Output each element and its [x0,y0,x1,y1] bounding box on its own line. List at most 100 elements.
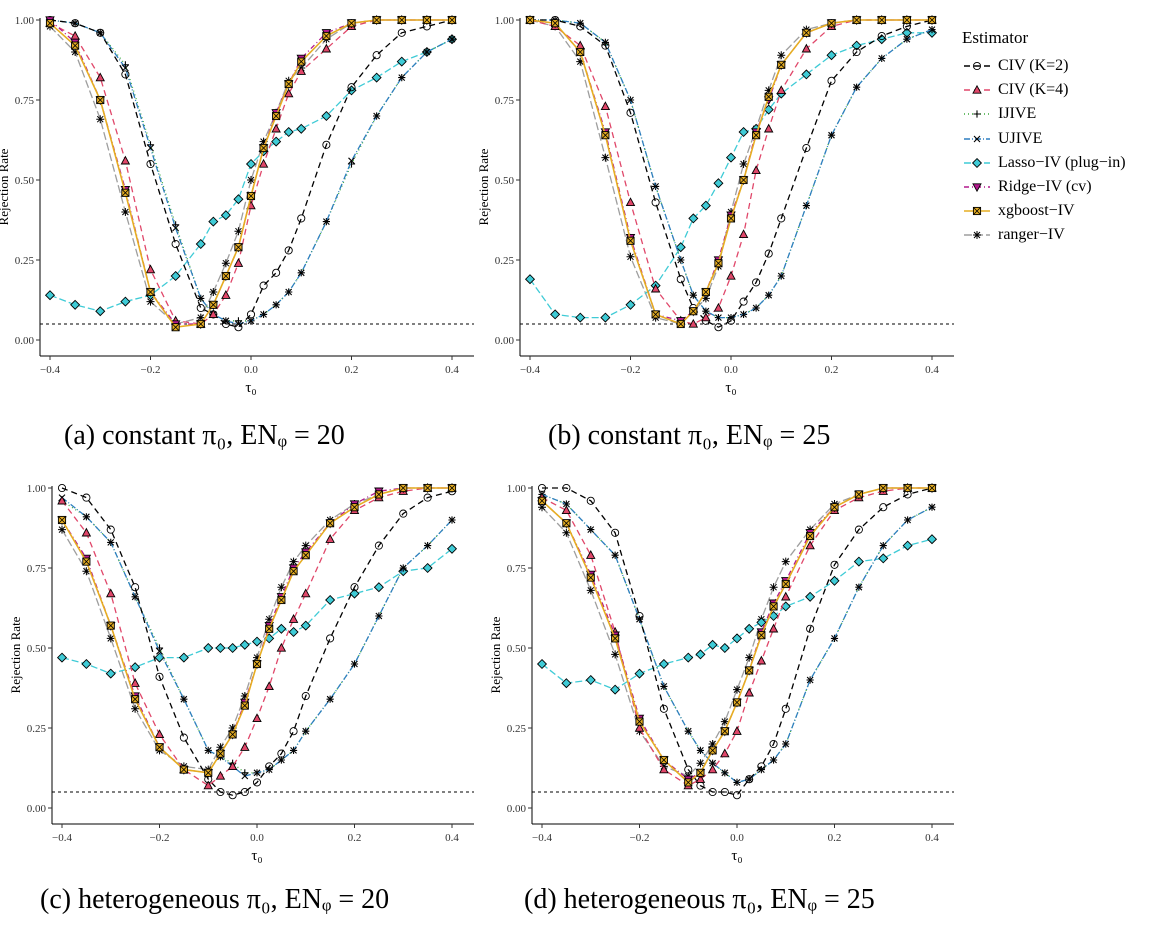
legend-item: CIV (K=2) [962,54,1157,78]
data-point [927,483,937,493]
y-tick-label: 0.00 [495,335,515,347]
data-point [536,658,548,670]
data-point [301,541,310,550]
data-point [739,160,748,168]
data-point [221,319,230,329]
data-point [689,291,697,299]
data-point [651,198,660,207]
data-point [676,275,685,284]
data-point [745,653,754,662]
data-point [96,95,105,105]
x-tick-label: 0.0 [244,364,258,376]
series-ranger-iv [526,16,936,328]
data-point [550,309,561,320]
data-point [902,15,911,25]
series-line [49,19,453,322]
data-point [650,283,661,293]
y-axis-label: Rejection Rate [488,616,503,693]
data-point [57,483,67,493]
data-point [259,143,268,153]
legend-item: Lasso−IV (plug−in) [962,151,1157,175]
data-point [204,768,213,777]
data-point [121,188,130,197]
series-ridge-iv-cv- [57,484,457,778]
data-point [720,748,730,758]
data-point [70,299,81,310]
data-point [777,272,785,280]
data-point [215,770,226,780]
data-point [240,787,249,797]
series-xgboost-iv [537,483,937,787]
legend-item: Ridge−IV (cv) [962,175,1157,199]
data-point [853,83,861,91]
data-point [325,534,335,543]
data-point [326,519,335,528]
series-line [49,19,453,328]
caption-a: (a) constant π₀, ENᵩ = 20 [64,420,345,451]
x-tick-label: −0.4 [52,832,72,844]
legend-key-plus-icon [964,110,990,119]
data-point [587,526,595,533]
data-point [227,761,238,771]
data-point [635,611,644,621]
data-point [586,496,595,505]
data-point [586,573,595,582]
data-point [347,19,356,28]
data-point [301,691,310,701]
legend-key-diamond-icon [964,157,990,168]
data-point [902,540,913,551]
data-point [739,175,748,185]
data-point [805,591,816,602]
series-lasso-iv-plug-in- [56,543,458,679]
data-point [321,43,332,53]
data-point [575,312,586,323]
data-point [120,155,131,165]
data-point [709,759,717,767]
data-point [725,152,737,163]
data-point [197,295,205,302]
data-point [264,681,274,691]
data-point [81,527,92,537]
chart-panel-a: 0.00 0.25 0.50 0.75 1.00 −0.4 −0.2 0.0 0.2 0.4 τ₀ R… [0,14,474,396]
data-point [752,278,761,287]
data-point [701,287,710,297]
y-tick-label: 0.75 [15,95,35,107]
data-point [71,19,80,28]
data-point [260,311,267,318]
data-point [801,43,812,53]
x-tick-label: 0.0 [250,832,264,844]
data-point [399,483,408,493]
data-point [396,56,407,67]
data-point [879,503,888,512]
data-point [726,270,736,280]
y-tick-label: 0.00 [507,803,527,815]
data-point [276,623,287,634]
data-point [688,318,699,328]
data-point [877,31,886,41]
data-point [719,642,730,654]
data-point [288,626,299,638]
x-tick-label: 0.4 [925,832,939,844]
data-point [302,727,310,735]
data-point [827,19,836,28]
data-point [146,159,155,169]
data-point [776,85,787,95]
data-point [373,582,384,593]
data-point [265,624,274,633]
series-ranger-iv [538,484,936,780]
data-point [221,290,231,299]
y-axis-label: Rejection Rate [476,148,491,225]
data-point [131,704,140,713]
data-point [196,303,205,313]
legend-key-star-icon [964,231,990,240]
data-point [288,614,299,623]
data-point [802,143,811,153]
data-point [156,647,163,655]
series-ujive [46,16,456,328]
x-tick-label: −0.4 [532,832,552,844]
data-point [220,210,231,221]
data-point [326,634,335,643]
data-point [58,525,66,534]
data-point [739,297,748,306]
data-point [422,15,431,25]
